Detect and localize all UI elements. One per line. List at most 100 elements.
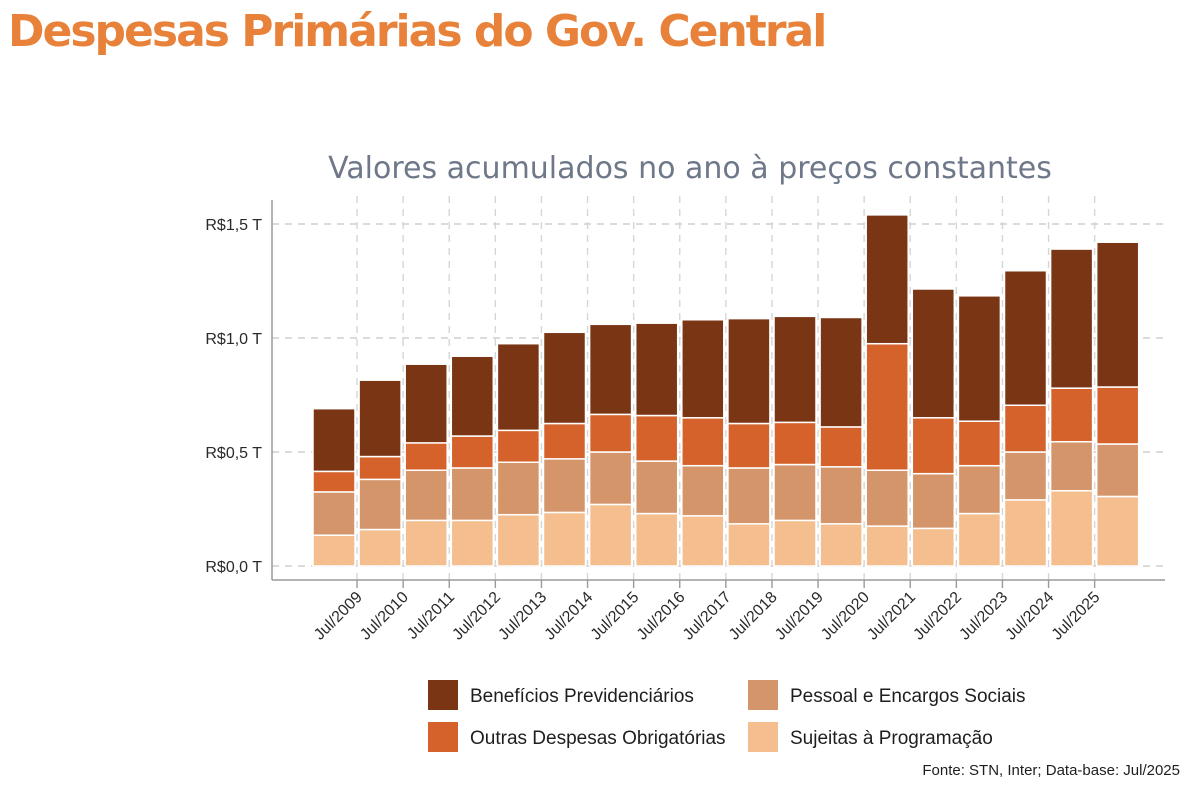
- bar-segment: [1095, 386, 1140, 445]
- bar-segment: [773, 421, 817, 466]
- bar-segment: [404, 519, 448, 567]
- bar-segment: [865, 342, 909, 471]
- bar-segment: [865, 214, 909, 345]
- bar-segment: [404, 363, 448, 444]
- bar-segment: [819, 466, 863, 525]
- bars-group: [312, 214, 1140, 567]
- y-tick-label: R$0,5 T: [205, 445, 262, 462]
- bar-segment: [358, 455, 402, 481]
- bar-segment: [681, 417, 725, 467]
- bar-segment: [773, 315, 817, 424]
- legend-swatch: [428, 680, 458, 710]
- bar-segment: [542, 422, 587, 460]
- source-note: Fonte: STN, Inter; Data-base: Jul/2025: [922, 762, 1180, 779]
- x-tick-label: Jul/2023: [956, 589, 1011, 644]
- bar-segment: [404, 469, 448, 522]
- bar-segment: [727, 467, 771, 525]
- bar-segment: [496, 429, 541, 464]
- x-tick-label: Jul/2019: [772, 589, 827, 644]
- bar-segment: [634, 322, 679, 417]
- y-tick-label: R$1,0 T: [205, 331, 262, 348]
- bar-segment: [312, 470, 356, 493]
- bar-segment: [1049, 490, 1094, 567]
- bar-segment: [312, 407, 356, 473]
- bar-segment: [634, 512, 679, 567]
- x-tick-label: Jul/2018: [726, 589, 781, 644]
- y-tick-label: R$0,0 T: [205, 559, 262, 576]
- x-tick-label: Jul/2020: [818, 589, 873, 644]
- x-tick-label: Jul/2016: [634, 589, 689, 644]
- x-tick-label: Jul/2014: [542, 589, 597, 644]
- bar-segment: [542, 511, 587, 567]
- bar-segment: [358, 528, 402, 567]
- bar-segment: [312, 534, 356, 567]
- legend-label: Pessoal e Encargos Sociais: [790, 686, 1026, 707]
- legend-swatch: [748, 680, 778, 710]
- bar-segment: [450, 467, 495, 522]
- bar-segment: [957, 295, 1002, 422]
- bar-segment: [588, 451, 633, 506]
- bar-segment: [542, 458, 587, 514]
- x-tick-label: Jul/2011: [404, 589, 458, 643]
- bar-segment: [358, 478, 402, 531]
- bar-segment: [358, 379, 402, 458]
- bar-segment: [957, 420, 1002, 467]
- chart-subtitle: Valores acumulados no ano à preços const…: [328, 151, 1052, 186]
- legend-item: Pessoal e Encargos Sociais: [748, 680, 1026, 710]
- legend-swatch: [428, 722, 458, 752]
- bar-segment: [1049, 248, 1094, 389]
- bar-segment: [450, 435, 495, 469]
- bar-segment: [1003, 451, 1048, 501]
- bar-segment: [634, 414, 679, 462]
- bar-segment: [727, 422, 771, 469]
- bar-segment: [819, 316, 863, 428]
- bar-segment: [727, 317, 771, 425]
- x-tick-label: Jul/2021: [864, 589, 919, 644]
- bar-segment: [404, 442, 448, 471]
- x-tick-label: Jul/2017: [680, 589, 735, 644]
- bar-segment: [911, 288, 956, 419]
- legend: Benefícios Previdenciários Pessoal e Enca…: [428, 680, 1026, 752]
- bar-segment: [911, 527, 956, 567]
- bar-segment: [1049, 440, 1094, 492]
- bar-segment: [634, 460, 679, 515]
- bar-segment: [819, 523, 863, 567]
- bar-segment: [588, 413, 633, 453]
- bar-segment: [911, 472, 956, 530]
- bar-segment: [865, 469, 909, 527]
- legend-label: Sujeitas à Programação: [790, 728, 993, 749]
- x-tick-label: Jul/2009: [311, 589, 366, 644]
- bar-segment: [1095, 241, 1140, 388]
- bar-segment: [496, 513, 541, 567]
- bar-segment: [1049, 387, 1094, 443]
- x-tick-label: Jul/2024: [1003, 589, 1058, 644]
- y-tick-label: R$1,5 T: [205, 217, 262, 234]
- page-title: Despesas Primárias do Gov. Central: [8, 6, 827, 57]
- x-tick-label: Jul/2015: [588, 589, 643, 644]
- x-tick-label: Jul/2022: [910, 589, 965, 644]
- bar-segment: [1003, 404, 1048, 453]
- bar-segment: [1095, 495, 1140, 567]
- bar-segment: [542, 331, 587, 425]
- x-tick-label: Jul/2012: [449, 589, 504, 644]
- x-tick-label: Jul/2025: [1049, 589, 1104, 644]
- bar-segment: [1095, 443, 1140, 498]
- bar-segment: [312, 491, 356, 536]
- bar-segment: [450, 519, 495, 567]
- legend-item: Outras Despesas Obrigatórias: [428, 722, 726, 752]
- bar-segment: [681, 515, 725, 567]
- bar-segment: [681, 319, 725, 419]
- bar-segment: [773, 519, 817, 567]
- bar-segment: [1003, 269, 1048, 407]
- bar-segment: [588, 503, 633, 567]
- bar-segment: [1003, 499, 1048, 567]
- legend-swatch: [748, 722, 778, 752]
- bar-segment: [496, 461, 541, 516]
- bar-segment: [911, 417, 956, 475]
- legend-label: Outras Despesas Obrigatórias: [470, 728, 726, 749]
- bar-segment: [681, 464, 725, 517]
- legend-item: Sujeitas à Programação: [748, 722, 993, 752]
- bar-segment: [450, 355, 495, 437]
- bar-segment: [957, 464, 1002, 515]
